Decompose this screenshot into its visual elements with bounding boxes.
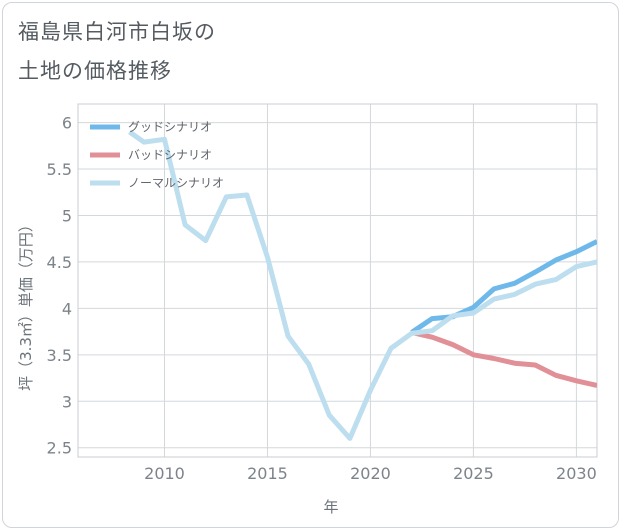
x-tick-label: 2015 — [247, 464, 288, 483]
plot-frame — [77, 103, 598, 458]
grid — [78, 104, 597, 457]
x-tick-label: 2030 — [556, 464, 597, 483]
series-line-normal — [128, 129, 597, 441]
y-tick-label: 2.5 — [47, 439, 72, 458]
y-axis-label: 坪（3.3㎡）単価（万円） — [17, 217, 35, 391]
y-tick-label: 6 — [62, 114, 72, 133]
series-line-good — [410, 239, 597, 335]
chart-title-line1: 福島県白河市白坂の — [18, 20, 216, 44]
y-tick-label: 3 — [62, 392, 72, 411]
tick-labels: 2.5 3 3.5 4 4.5 5 5.5 6 2010 2015 2020 2025 2030 — [47, 114, 597, 483]
x-tick-label: 2020 — [350, 464, 391, 483]
x-tick-label: 2010 — [144, 464, 185, 483]
y-tick-label: 4 — [62, 299, 72, 318]
series-line-bad — [411, 330, 597, 388]
series-lines — [128, 129, 597, 441]
y-tick-label: 4.5 — [47, 253, 72, 272]
legend-label-good: グッドシナリオ — [128, 120, 212, 134]
y-tick-label: 3.5 — [47, 346, 72, 365]
legend-label-normal: ノーマルシナリオ — [128, 176, 224, 190]
legend-label-bad: バッドシナリオ — [128, 148, 212, 162]
y-tick-label: 5.5 — [47, 160, 72, 179]
chart-title-line2: 土地の価格推移 — [18, 59, 172, 83]
x-axis-label: 年 — [323, 498, 338, 516]
x-tick-label: 2025 — [453, 464, 494, 483]
y-tick-label: 5 — [62, 206, 72, 225]
